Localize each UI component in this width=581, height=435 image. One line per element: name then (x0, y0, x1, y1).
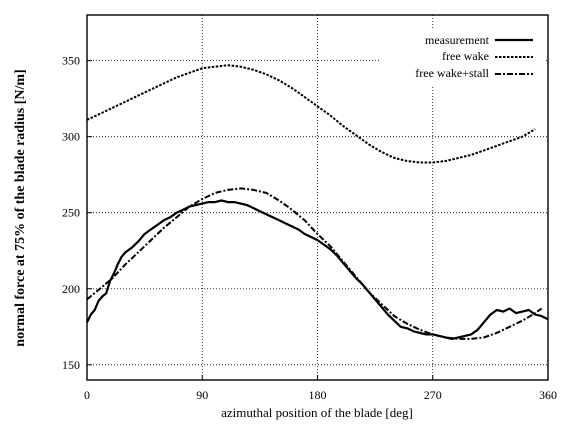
x-tick-label: 0 (84, 388, 90, 402)
y-tick-label: 300 (62, 130, 80, 144)
series-line-0 (86, 199, 549, 340)
y-tick-label: 150 (62, 358, 80, 372)
x-tick-label: 270 (424, 388, 442, 402)
legend: measurement free wake free wake+stall (380, 30, 545, 86)
axis-ticks: 0 90 180 270 360 150 200 250 300 350 (62, 54, 557, 402)
x-tick-label: 360 (539, 388, 557, 402)
x-axis-label: azimuthal position of the blade [deg] (221, 405, 413, 420)
series-line-1 (86, 64, 536, 164)
legend-label-free-wake: free wake (442, 49, 489, 63)
y-tick-label: 350 (62, 54, 80, 68)
legend-label-free-wake-stall: free wake+stall (415, 66, 489, 80)
series-line-2 (86, 187, 543, 340)
series-group (86, 64, 549, 340)
y-tick-label: 200 (62, 282, 80, 296)
legend-label-measurement: measurement (425, 33, 490, 47)
x-tick-label: 180 (309, 388, 327, 402)
y-tick-label: 250 (62, 206, 80, 220)
y-axis-label: normal force at 75% of the blade radius … (13, 69, 28, 346)
x-tick-label: 90 (196, 388, 208, 402)
